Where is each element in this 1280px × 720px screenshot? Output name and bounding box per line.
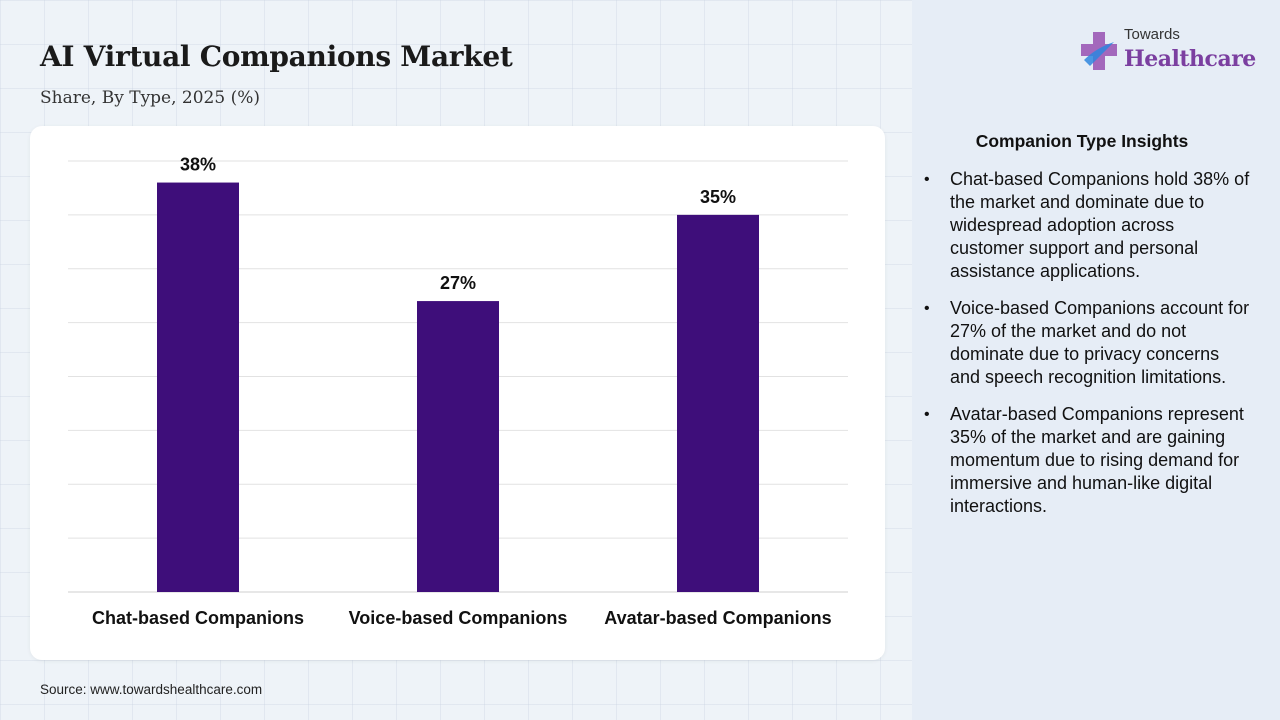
insights-title: Companion Type Insights <box>975 131 1189 151</box>
bar <box>677 214 759 592</box>
bar <box>417 301 499 592</box>
medical-cross-icon <box>1081 32 1117 70</box>
bullet-icon: • <box>924 171 930 188</box>
insight-text: Avatar-based Companions represent 35% of… <box>950 404 1244 516</box>
chart-card: 38% Chat-based Companions 27% Voice-based C… <box>30 126 885 660</box>
logo-text-big: Healthcare <box>1124 46 1256 72</box>
x-tick-label: Chat-based Companions <box>92 608 304 628</box>
bar-chart: 38% Chat-based Companions 27% Voice-based C… <box>68 155 848 628</box>
bullet-icon: • <box>924 300 930 317</box>
data-label: 38% <box>180 155 216 175</box>
data-label: 27% <box>440 273 476 293</box>
insights-list: • Chat-based Companions hold 38% of the … <box>922 168 1252 532</box>
source-note: Source: www.towardshealthcare.com <box>40 682 263 697</box>
insights-panel: Towards Healthcare Companion Type Insigh… <box>912 0 1280 720</box>
insight-item: • Chat-based Companions hold 38% of the … <box>922 168 1252 283</box>
insight-item: • Voice-based Companions account for 27%… <box>922 297 1252 389</box>
insight-text: Voice-based Companions account for 27% o… <box>950 298 1250 387</box>
x-tick-label: Avatar-based Companions <box>604 608 831 628</box>
chart-subtitle: Share, By Type, 2025 (%) <box>40 88 261 108</box>
insight-text: Chat-based Companions hold 38% of the ma… <box>950 169 1250 281</box>
data-label: 35% <box>700 187 736 207</box>
bullet-icon: • <box>924 406 930 423</box>
bar <box>157 182 239 593</box>
chart-title: AI Virtual Companions Market <box>40 40 513 73</box>
logo-text-small: Towards <box>1124 26 1180 43</box>
chart-area: AI Virtual Companions Market Share, By T… <box>30 40 885 697</box>
x-tick-label: Voice-based Companions <box>349 608 568 628</box>
brand-logo: Towards Healthcare <box>1080 26 1260 78</box>
insight-item: • Avatar-based Companions represent 35% … <box>922 403 1252 518</box>
